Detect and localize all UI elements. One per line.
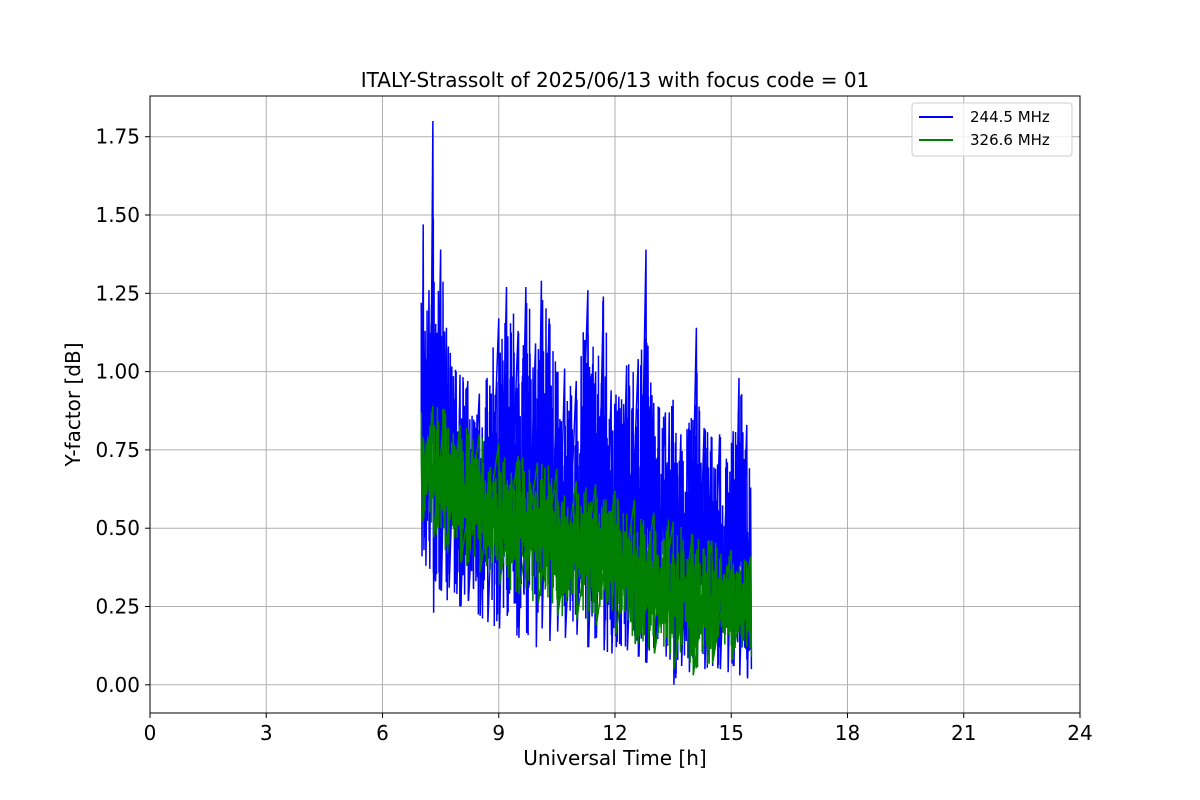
series-layer <box>420 121 753 685</box>
y-tick-label: 0.00 <box>95 673 140 697</box>
y-tick-label: 1.50 <box>95 203 140 227</box>
x-tick-label: 12 <box>602 721 627 745</box>
x-tick-label: 18 <box>835 721 860 745</box>
y-tick-label: 0.25 <box>95 595 140 619</box>
y-tick-label: 1.75 <box>95 125 140 149</box>
y-tick-label: 0.75 <box>95 438 140 462</box>
x-tick-label: 21 <box>951 721 976 745</box>
x-tick-label: 0 <box>144 721 157 745</box>
legend-label-326-6-mhz: 326.6 MHz <box>970 131 1050 149</box>
x-axis-title: Universal Time [h] <box>523 746 706 770</box>
x-tick-label: 24 <box>1067 721 1092 745</box>
x-tick-label: 3 <box>260 721 273 745</box>
series-noise-line <box>420 407 752 669</box>
series-extremes-line <box>420 406 753 676</box>
legend: 244.5 MHz 326.6 MHz <box>911 102 1073 157</box>
y-axis-title: Y-factor [dB] <box>61 342 85 467</box>
chart-title: ITALY-Strassolt of 2025/06/13 with focus… <box>361 68 870 92</box>
series-326-6-mhz <box>420 406 753 676</box>
x-tick-label: 15 <box>719 721 744 745</box>
y-tick-label: 1.00 <box>95 360 140 384</box>
y-tick-label: 0.50 <box>95 516 140 540</box>
legend-label-244-5-mhz: 244.5 MHz <box>970 108 1050 126</box>
ticks: 0 3 6 9 12 15 18 21 24 0.00 0.25 0.50 0.75 1.00 1.25 1.… <box>95 125 1092 745</box>
x-tick-label: 6 <box>376 721 389 745</box>
y-tick-label: 1.25 <box>95 281 140 305</box>
x-tick-label: 9 <box>492 721 505 745</box>
